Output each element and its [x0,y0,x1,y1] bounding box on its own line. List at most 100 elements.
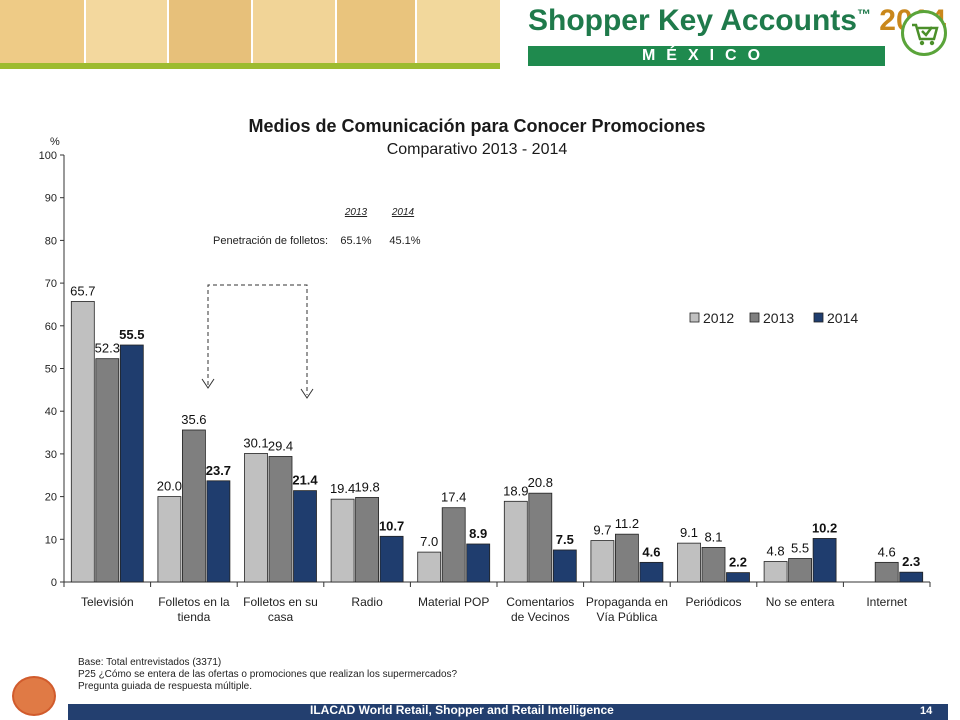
bar-2014 [206,480,231,583]
header-banner-image [0,0,500,68]
y-tick-label: 90 [45,193,57,205]
banner-photo-tile [169,0,253,68]
bar-2013 [441,507,466,583]
bar-2012 [417,551,442,583]
y-tick-label: 50 [45,364,57,376]
data-label-2012: 9.1 [680,525,698,540]
bar-2013 [528,492,553,583]
data-label-2013: 11.2 [615,516,639,531]
bar-2012 [590,540,615,583]
data-label-2013: 17.4 [441,490,466,505]
x-category-label: Periódicos [685,595,741,609]
banner-accent-bar [0,63,500,69]
y-tick-label: 10 [45,534,57,546]
data-label-2014: 2.2 [729,555,747,570]
bar-2012 [70,301,95,583]
page-number: 14 [920,705,933,717]
footnotes: Base: Total entrevistados (3371) P25 ¿Có… [78,657,457,693]
bar-2012 [330,498,355,583]
legend-label-2014: 2014 [827,310,858,326]
data-label-2014: 55.5 [119,327,144,342]
bar-2014 [639,561,664,583]
bar-2012 [244,453,268,583]
bar-2012 [157,496,182,583]
annotation-dashed-connector [201,284,314,399]
annotation-year-a: 2013 [344,207,368,218]
bar-2013 [874,561,899,583]
data-label-2012: 65.7 [70,283,95,298]
brand-main-text: Shopper Key Accounts [528,4,857,37]
y-tick-label: 60 [45,321,57,333]
banner-photo-tile [337,0,417,68]
data-label-2012: 7.0 [420,534,438,549]
y-tick-label: 30 [45,449,57,461]
x-category-label: Propaganda en Vía Pública [586,595,668,624]
bar-2013 [788,558,812,583]
x-category-label: Material POP [418,595,489,609]
shopping-cart-logo-icon [901,10,947,56]
chart-subtitle: Comparativo 2013 - 2014 [387,141,568,158]
data-label-2013: 52.3 [95,341,120,356]
x-category-label: Radio [351,595,383,609]
y-tick-label: 70 [45,278,57,290]
x-category-label: Comentarios de Vecinos [506,595,574,624]
bar-2013 [181,429,206,583]
annotation-year-b: 2014 [391,207,415,218]
bar-2012 [503,500,528,583]
data-label-2014: 7.5 [556,532,574,547]
data-label-2013: 8.1 [704,529,722,544]
data-label-2012: 30.1 [243,435,268,450]
footnote-guided: Pregunta guiada de respuesta múltiple. [78,681,253,692]
y-tick-label: 0 [51,577,57,589]
bar-2013 [268,456,293,583]
legend-label-2012: 2012 [703,310,734,326]
y-tick-label: 100 [39,150,57,162]
bar-2014 [119,344,144,583]
x-category-label: Folletos en la tienda [158,595,230,624]
banner-photo-tile [417,0,500,68]
data-label-2013: 5.5 [791,541,809,556]
chart-title: Medios de Comunicación para Conocer Prom… [248,116,705,136]
data-label-2013: 35.6 [181,412,206,427]
bar-2014 [379,535,404,583]
plot-area: 0 10 20 30 40 50 60 70 80 90 100 Televisión 65.7 52.3… [39,150,931,624]
data-label-2012: 4.8 [767,544,785,559]
country-label: MÉXICO [528,46,885,66]
data-label-2013: 19.8 [354,479,379,494]
y-tick-label: 20 [45,492,57,504]
annotation-label: Penetración de folletos: [213,235,328,247]
data-label-2014: 21.4 [292,473,318,488]
data-label-2013: 4.6 [878,544,896,559]
banner-photo-tile [253,0,337,68]
data-label-2013: 29.4 [268,438,293,453]
data-label-2012: 20.0 [157,479,182,494]
banner-photo-tile [86,0,169,68]
data-label-2013: 20.8 [528,475,553,490]
bar-2014 [466,543,491,583]
company-logo-icon [12,676,56,716]
annotation-value-b: 45.1% [389,235,420,247]
footer-bar [68,704,948,720]
x-category-label: Televisión [81,595,134,609]
legend-swatch-2013 [749,312,760,323]
y-axis-unit-label: % [50,136,60,148]
annotation-value-a: 65.1% [340,235,371,247]
footnote-question: P25 ¿Cómo se entera de las ofertas o pro… [78,669,458,680]
data-label-2014: 23.7 [206,463,231,478]
legend-label-2013: 2013 [763,310,794,326]
bar-2014 [293,490,317,583]
data-label-2012: 9.7 [593,523,611,538]
chart-legend: 2012 2013 2014 [682,304,878,332]
bar-2013 [701,547,726,583]
banner-photo-tile [0,0,86,68]
bar-2013 [615,533,639,583]
y-tick-label: 80 [45,235,57,247]
data-label-2014: 10.7 [379,518,404,533]
data-label-2012: 19.4 [330,481,355,496]
bar-2014 [552,549,577,583]
x-category-label: No se entera [766,595,835,609]
legend-swatch-2012 [689,312,700,323]
data-label-2014: 8.9 [469,526,487,541]
legend-swatch-2014 [813,312,824,323]
